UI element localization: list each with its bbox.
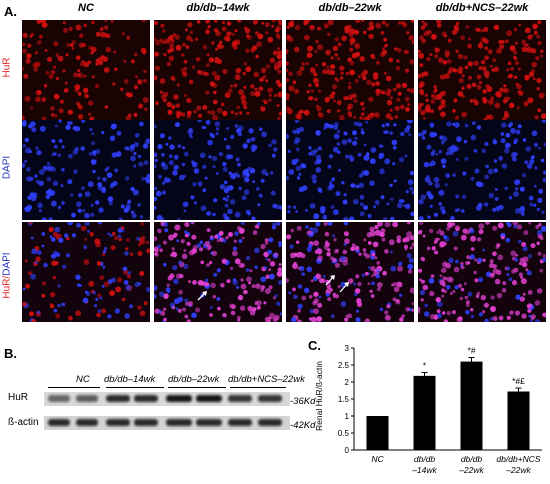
x-label-2-line-1: db/db — [414, 454, 436, 464]
hur-band-3 — [106, 395, 130, 402]
bar-2 — [413, 375, 436, 450]
blot-label-hur: HuR — [8, 392, 29, 403]
blot-group-dbdb-ncs-22wk: db/db+NCS–22wk — [228, 374, 305, 385]
micrograph-merge-col3 — [286, 222, 414, 322]
bar-chart: Renal HuR/ß-actin 00.511.522.53NC*db/db–… — [314, 344, 542, 475]
blot-size-hur: -36Kd — [290, 396, 316, 407]
blot-size-beta-actin: -42Kd — [290, 420, 316, 431]
column-header-dbdb-14wk: db/db–14wk — [186, 2, 250, 14]
bar-4 — [507, 391, 530, 450]
actin-band-4 — [134, 419, 158, 426]
hur-band-6 — [196, 395, 222, 402]
blot-group-nc: NC — [76, 374, 90, 385]
micrograph-hur-col4 — [418, 20, 546, 120]
bar-3 — [460, 361, 483, 450]
actin-band-7 — [228, 419, 252, 426]
x-label-2-line-2: –14wk — [411, 465, 437, 475]
group-underline-nc — [48, 387, 100, 388]
group-underline-dbdb-ncs-22wk — [230, 387, 286, 388]
actin-band-8 — [258, 419, 282, 426]
micrograph-hur-col2 — [154, 20, 282, 120]
actin-band-5 — [166, 419, 192, 426]
y-tick-label-6: 3 — [345, 344, 350, 353]
hur-band-1 — [48, 395, 70, 402]
micrograph-merge-col1 — [22, 222, 150, 322]
x-label-3-line-2: –22wk — [458, 465, 484, 475]
column-header-dbdb-ncs-22wk: db/db+NCS–22wk — [435, 2, 529, 14]
column-header-dbdb-22wk: db/db–22wk — [318, 2, 382, 14]
hur-band-5 — [166, 395, 192, 402]
y-tick-label-0: 0 — [345, 446, 350, 455]
x-label-3-line-1: db/db — [461, 454, 483, 464]
x-label-1-line-1: NC — [371, 454, 384, 464]
panel-b-letter: B. — [4, 346, 17, 361]
micrograph-hur-col3 — [286, 20, 414, 120]
micrograph-dapi-col4 — [418, 120, 546, 220]
micrograph-hur-col1 — [22, 20, 150, 120]
micrograph-merge-col4 — [418, 222, 546, 322]
hur-band-8 — [258, 395, 282, 402]
group-underline-dbdb-22wk — [168, 387, 226, 388]
y-tick-label-1: 0.5 — [338, 429, 350, 438]
micrograph-dapi-col2 — [154, 120, 282, 220]
group-underline-dbdb-14wk — [106, 387, 164, 388]
hur-band-4 — [134, 395, 158, 402]
western-blot — [44, 392, 290, 430]
bar-1 — [366, 416, 389, 450]
panel-a-letter: A. — [4, 4, 17, 19]
panel-c-letter: C. — [308, 338, 321, 353]
hur-band-7 — [228, 395, 252, 402]
y-tick-label-4: 2 — [345, 378, 350, 387]
actin-band-1 — [48, 419, 70, 426]
y-tick-label-5: 2.5 — [338, 361, 350, 370]
y-tick-label-3: 1.5 — [338, 395, 350, 404]
actin-band-6 — [196, 419, 222, 426]
blot-label-beta-actin: ß-actin — [8, 417, 39, 428]
column-header-nc: NC — [78, 2, 94, 14]
actin-band-3 — [106, 419, 130, 426]
micrograph-dapi-col3 — [286, 120, 414, 220]
y-axis-label: Renal HuR/ß-actin — [314, 361, 324, 431]
blot-group-dbdb-22wk: db/db–22wk — [168, 374, 220, 385]
micrograph-merge-col2 — [154, 222, 282, 322]
x-label-4-line-2: –22wk — [505, 465, 531, 475]
significance-label-4: *#£ — [512, 376, 525, 386]
y-tick-label-2: 1 — [345, 412, 350, 421]
blot-group-dbdb-14wk: db/db–14wk — [104, 374, 156, 385]
micrograph-dapi-col1 — [22, 120, 150, 220]
actin-band-2 — [76, 419, 98, 426]
significance-label-2: * — [423, 360, 427, 370]
hur-band-2 — [76, 395, 98, 402]
significance-label-3: *# — [467, 346, 475, 356]
x-label-4-line-1: db/db+NCS — [496, 454, 541, 464]
